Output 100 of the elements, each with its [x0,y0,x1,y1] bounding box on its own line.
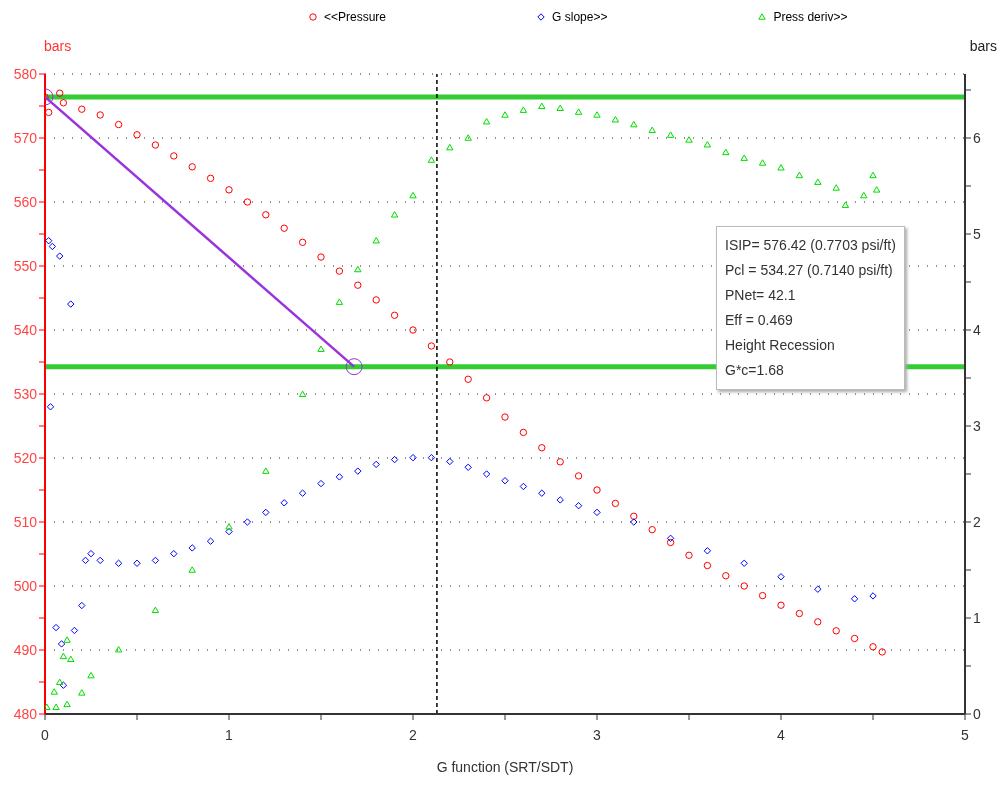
point [335,267,344,275]
point [151,141,160,149]
point [740,559,748,567]
point [648,126,656,134]
point [409,326,417,334]
point [814,178,822,185]
point [703,141,712,148]
point [538,444,546,452]
point [56,89,64,97]
point [703,561,712,570]
point [795,609,804,618]
point [850,595,859,603]
point [556,104,564,111]
point [188,163,196,171]
point [298,238,307,247]
point [87,671,95,679]
point [446,358,454,366]
point [722,148,730,156]
point [501,477,509,485]
point [777,573,785,581]
x-tick-label: 3 [593,726,602,743]
point [427,156,436,163]
point [50,688,58,695]
point [59,99,68,107]
point [317,253,325,261]
point [133,559,141,567]
point [225,523,233,530]
point [464,463,472,471]
point [666,131,675,138]
point [67,655,75,663]
point [78,601,86,610]
point [298,390,307,398]
annotation: G*c=1.68 [725,361,785,380]
point [593,111,601,118]
y2-tick-label: 1 [973,609,981,626]
point [869,171,877,179]
point [390,211,399,218]
point [758,591,767,600]
point [519,106,528,113]
point [611,499,620,508]
point [872,186,881,193]
point [354,467,362,475]
y-tick-label: 580 [13,65,38,82]
point [81,556,90,565]
point [96,111,104,119]
point [45,108,53,117]
point [593,486,601,494]
x-axis-title: G function (SRT/SDT) [436,759,574,775]
point [188,544,196,552]
y2-tick-label: 5 [973,225,981,242]
point [464,375,472,383]
point [225,527,233,536]
point [427,453,436,462]
point [630,120,638,128]
point [482,470,491,478]
point [280,224,288,232]
annotation: Pcl = 534.27 (0.7140 psi/ft) [725,261,894,280]
legend-label: Press deriv>> [773,10,848,24]
annotation: Eff = 0.469 [725,311,794,330]
point [372,237,380,244]
y2-tick-label: 2 [973,513,981,530]
point [685,136,693,143]
point [372,460,380,469]
point [464,134,472,141]
point [56,678,64,686]
point [298,489,307,497]
point [519,428,528,437]
point [795,171,804,179]
point [170,549,178,558]
point [78,689,86,696]
legend-label: <<Pressure [324,10,387,24]
point [648,525,656,534]
point [114,120,123,129]
y-tick-label: 530 [13,385,38,402]
point [556,458,564,466]
point [170,152,178,160]
point [87,549,95,558]
point [519,482,528,491]
point [96,556,104,565]
point [427,342,436,350]
x-tick-label: 2 [409,726,418,743]
point [501,111,509,118]
point [611,116,620,123]
point [45,237,53,245]
point [850,634,859,643]
point [685,551,693,559]
legend-label: G slope>> [552,10,608,24]
y-tick-label: 550 [13,257,38,274]
y-tick-label: 500 [13,577,38,594]
y-tick-label: 560 [13,193,38,210]
point [133,131,141,139]
point [151,556,160,565]
point [574,472,583,480]
y2-axis-title: bars [969,38,997,54]
point [46,403,55,411]
point [78,105,86,113]
point [243,198,252,206]
y2-tick-label: 3 [973,417,981,434]
point [63,700,71,708]
point [666,538,675,547]
